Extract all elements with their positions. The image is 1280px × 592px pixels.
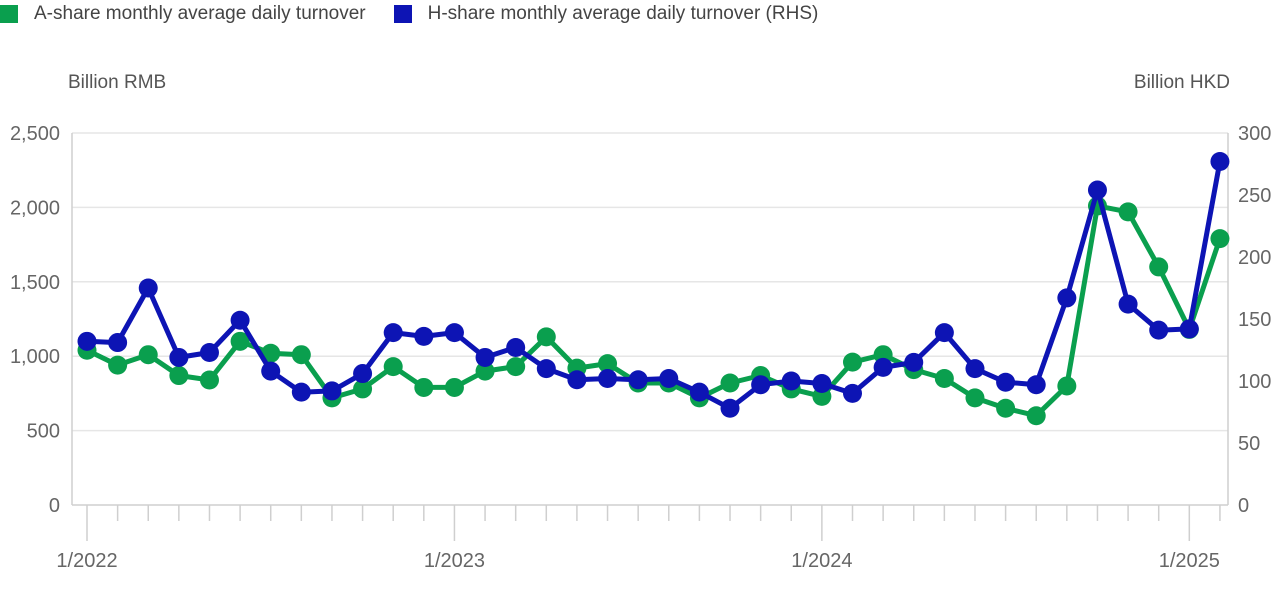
data-point-h-share <box>108 333 128 353</box>
data-point-h-share <box>689 382 709 402</box>
right-axis-tick-label: 150 <box>1238 309 1271 331</box>
data-point-h-share <box>353 364 373 384</box>
left-axis-tick-label: 0 <box>49 495 60 517</box>
data-point-h-share <box>781 371 801 391</box>
data-point-h-share <box>965 359 985 379</box>
data-point-h-share <box>904 352 924 372</box>
data-point-h-share <box>138 278 158 298</box>
left-axis-tick-label: 2,500 <box>10 123 60 145</box>
data-point-h-share <box>659 369 679 389</box>
data-point-h-share <box>291 382 311 402</box>
data-point-h-share <box>751 375 771 395</box>
right-axis-tick-label: 300 <box>1238 123 1271 145</box>
data-point-a-share <box>138 345 158 365</box>
right-axis-tick-label: 50 <box>1238 433 1260 455</box>
right-axis-title: Billion HKD <box>1133 72 1230 93</box>
data-point-a-share <box>843 352 862 372</box>
x-axis-tick-label: 1/2023 <box>424 550 485 572</box>
a-share-swatch-icon <box>0 5 18 23</box>
data-point-h-share <box>1118 294 1138 314</box>
data-point-h-share <box>414 326 434 346</box>
data-point-h-share <box>1026 375 1046 395</box>
data-point-h-share <box>261 361 281 381</box>
legend: A-share monthly average daily turnover H… <box>0 0 846 28</box>
x-axis-tick-label: 1/2025 <box>1159 550 1220 572</box>
data-point-a-share <box>996 398 1016 418</box>
legend-item-a-share: A-share monthly average daily turnover <box>0 3 366 25</box>
data-point-a-share <box>1057 376 1077 396</box>
data-point-h-share <box>996 372 1016 392</box>
data-point-h-share <box>383 323 403 343</box>
data-point-h-share <box>1179 319 1199 339</box>
data-point-h-share <box>934 323 954 343</box>
data-point-a-share <box>444 377 464 397</box>
data-point-h-share <box>77 331 97 351</box>
data-point-h-share <box>230 310 250 330</box>
data-point-a-share <box>1026 406 1046 426</box>
data-point-h-share <box>812 373 832 393</box>
left-axis-tick-label: 1,500 <box>10 272 60 294</box>
data-point-a-share <box>383 357 403 377</box>
data-point-h-share <box>628 370 648 390</box>
data-point-h-share <box>199 342 219 362</box>
data-point-h-share <box>873 357 893 377</box>
x-axis-tick-label: 1/2022 <box>56 550 117 572</box>
data-point-a-share <box>230 331 250 351</box>
data-point-a-share <box>414 377 434 397</box>
right-axis-tick-label: 200 <box>1238 247 1271 269</box>
data-point-h-share <box>720 398 740 418</box>
data-point-h-share <box>444 323 464 343</box>
legend-label-a-share: A-share monthly average daily turnover <box>34 3 366 24</box>
left-axis-tick-label: 1,000 <box>10 346 60 368</box>
data-point-h-share <box>536 359 556 379</box>
data-point-a-share <box>720 373 740 393</box>
data-point-h-share <box>598 369 618 389</box>
series-line-h-share <box>86 161 1223 411</box>
data-point-h-share <box>506 338 526 358</box>
data-point-a-share <box>506 357 526 377</box>
right-axis-tick-label: 0 <box>1238 495 1249 517</box>
left-axis-tick-label: 500 <box>27 421 60 443</box>
right-axis-tick-label: 100 <box>1238 371 1271 393</box>
data-point-a-share <box>1149 257 1169 277</box>
data-point-a-share <box>475 361 495 381</box>
data-point-h-share <box>1210 152 1230 172</box>
right-axis-tick-label: 250 <box>1238 185 1271 207</box>
data-point-a-share <box>965 388 985 408</box>
data-point-a-share <box>108 355 128 375</box>
data-point-a-share <box>598 354 618 374</box>
data-point-a-share <box>536 327 556 347</box>
legend-item-h-share: H-share monthly average daily turnover (… <box>393 3 819 25</box>
data-point-h-share <box>322 381 342 401</box>
data-point-a-share <box>1210 229 1230 249</box>
data-point-a-share <box>1118 202 1138 222</box>
series-line-a-share <box>85 203 1223 419</box>
data-point-h-share <box>1057 288 1077 308</box>
legend-label-h-share: H-share monthly average daily turnover (… <box>427 3 819 24</box>
data-point-h-share <box>567 370 587 390</box>
x-axis-tick-label: 1/2024 <box>791 550 852 572</box>
left-axis-title: Billion RMB <box>68 72 167 93</box>
data-point-h-share <box>475 347 495 367</box>
data-point-h-share <box>843 383 862 403</box>
data-point-h-share <box>169 347 189 367</box>
data-point-a-share <box>353 379 373 399</box>
data-point-a-share <box>261 343 281 363</box>
data-point-a-share <box>169 366 189 386</box>
data-point-a-share <box>291 345 311 365</box>
h-share-swatch-icon <box>393 5 412 23</box>
data-point-h-share <box>1149 320 1169 340</box>
data-point-h-share <box>1087 180 1107 200</box>
data-point-a-share <box>199 370 219 390</box>
data-point-a-share <box>934 369 954 389</box>
left-axis-tick-label: 2,000 <box>10 197 60 219</box>
